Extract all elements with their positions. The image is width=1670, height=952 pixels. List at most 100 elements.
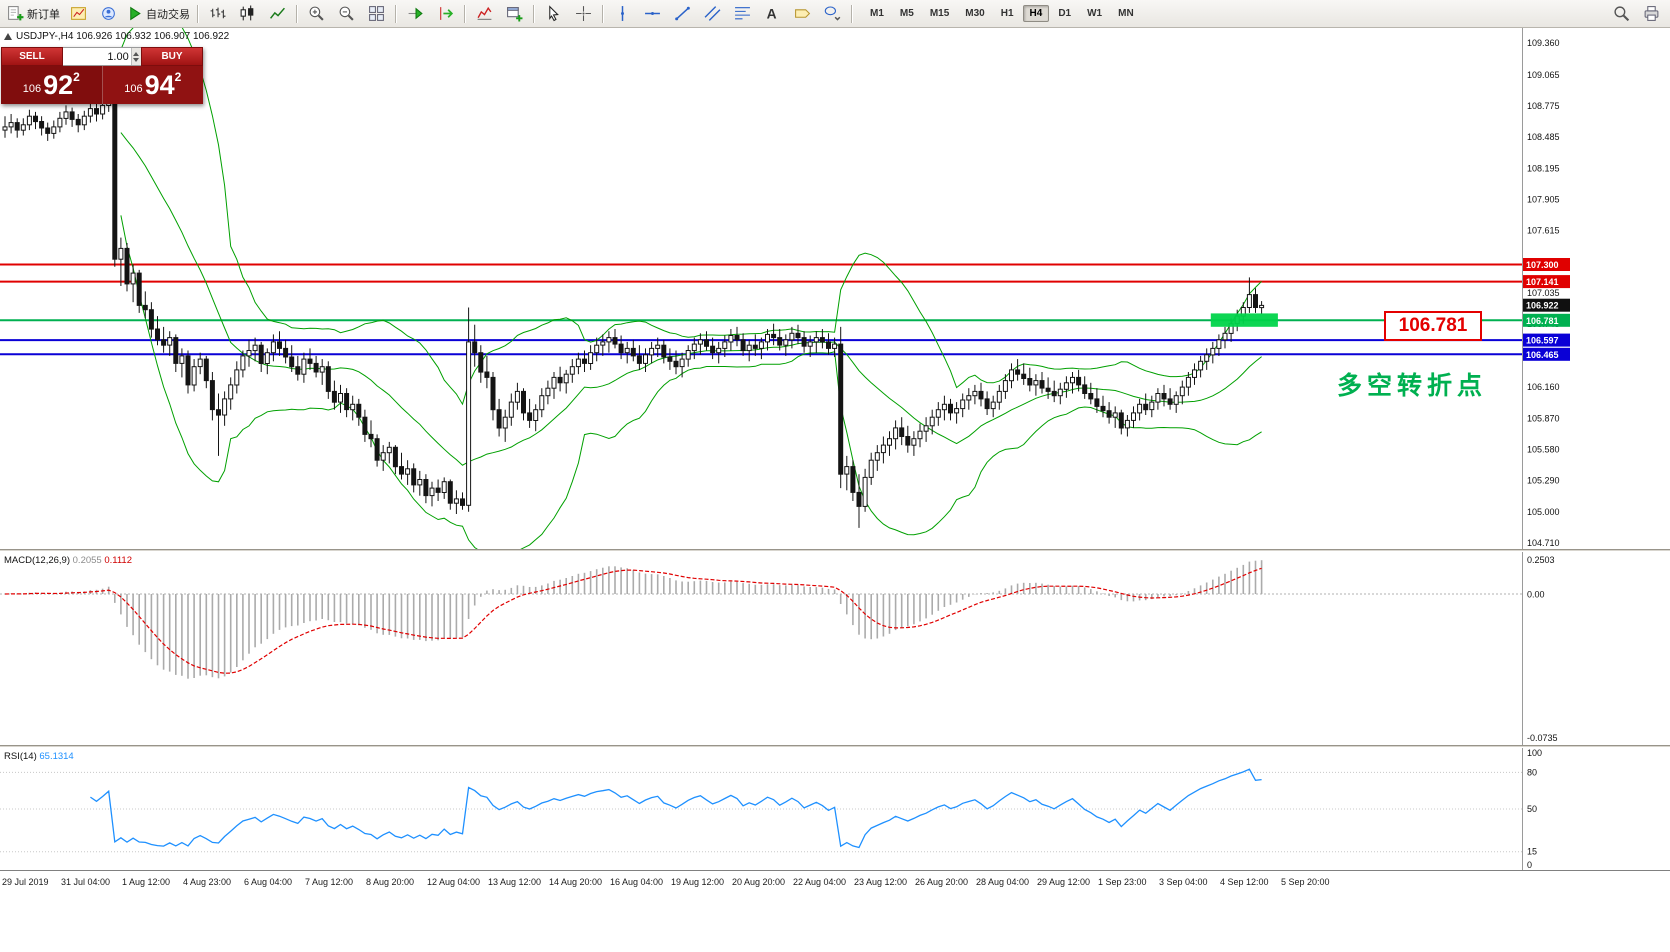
macd-panel[interactable]: 0.2503 0.00 -0.0735	[0, 552, 1670, 745]
volume-input[interactable]	[63, 50, 131, 63]
text-icon: A	[766, 5, 776, 21]
time-axis[interactable]: 29 Jul 2019 31 Jul 04:00 1 Aug 12:00 4 Aug …	[0, 870, 1670, 895]
volume-spinner[interactable]	[130, 48, 141, 65]
fibonacci-button[interactable]	[727, 2, 757, 26]
macd-scale-label: -0.0735	[1527, 733, 1558, 743]
time-axis-label: 1 Aug 12:00	[122, 877, 171, 887]
vertical-line-button[interactable]	[607, 2, 637, 26]
buy-button[interactable]: BUY	[141, 47, 203, 66]
rsi-scale-label: 80	[1527, 767, 1537, 777]
time-axis-label: 8 Aug 20:00	[366, 877, 415, 887]
macd-axis[interactable]: 0.2503 0.00 -0.0735	[1522, 552, 1558, 745]
trendline-button[interactable]	[667, 2, 697, 26]
toolbar: 新订单 自动交易 A M1 M5 M15 M30 H1 H4 D1 W1 MN	[0, 0, 1670, 28]
new-order-icon	[8, 6, 24, 21]
time-axis-label: 4 Aug 23:00	[183, 877, 232, 887]
timeframe-m15[interactable]: M15	[929, 8, 950, 19]
rsi-name: RSI(14)	[4, 751, 37, 762]
price-chart[interactable]: 109.360 109.065 108.775 108.485 108.195 107.9…	[0, 28, 1670, 549]
svg-text:107.141: 107.141	[1526, 277, 1559, 287]
add-window-icon	[506, 7, 522, 22]
print-icon	[1644, 6, 1658, 21]
candlestick-chart-button[interactable]	[232, 2, 262, 26]
time-axis-label: 13 Aug 12:00	[488, 877, 542, 887]
time-axis-label: 29 Jul 2019	[2, 877, 49, 887]
timeframe-d1[interactable]: D1	[1058, 8, 1072, 19]
price-tag-106.781: 106.781	[1523, 313, 1570, 327]
sell-button[interactable]: SELL	[1, 47, 63, 66]
current-price-tag: 106.922	[1523, 298, 1570, 312]
macd-label: MACD(12,26,9) 0.2055 0.1112	[4, 555, 132, 566]
rsi-scale-label: 0	[1527, 860, 1532, 870]
auto-scroll-button[interactable]	[400, 2, 430, 26]
vline-icon	[620, 6, 624, 21]
time-axis-label: 3 Sep 04:00	[1159, 877, 1208, 887]
volume-box	[63, 47, 141, 66]
time-axis-label: 1 Sep 23:00	[1098, 877, 1147, 887]
bar-chart-button[interactable]	[202, 2, 232, 26]
new-order-button[interactable]: 新订单	[4, 2, 63, 26]
tile-windows-button[interactable]	[361, 2, 391, 26]
auto-scroll-icon	[408, 7, 423, 20]
new-window-button[interactable]	[499, 2, 529, 26]
macd-histogram	[10, 560, 1263, 679]
price-tag-107.300: 107.300	[1523, 258, 1570, 271]
auto-trading-button[interactable]: 自动交易	[123, 2, 193, 26]
indicators-button[interactable]	[469, 2, 499, 26]
spinner-down-icon[interactable]	[133, 57, 140, 62]
auto-trading-button-label: 自动交易	[146, 8, 190, 21]
fibo-icon	[734, 7, 750, 20]
trendline-icon	[674, 6, 690, 21]
panel-divider[interactable]	[0, 745, 1670, 748]
rsi-scale-label: 15	[1527, 847, 1537, 857]
buy-price-pipette: 2	[174, 70, 182, 84]
price-axis[interactable]: 109.360 109.065 108.775 108.485 108.195 107.9…	[1522, 28, 1571, 549]
rsi-axis[interactable]: 100 80 50 15 0	[1522, 748, 1543, 870]
price-axis-label: 104.710	[1527, 538, 1560, 548]
buy-price-button[interactable]: 106 94 2	[102, 66, 203, 104]
zoom-out-button[interactable]	[331, 2, 361, 26]
cursor-button[interactable]	[538, 2, 568, 26]
bollinger-bands	[120, 28, 1262, 549]
text-button[interactable]: A	[757, 2, 787, 26]
text-label-button[interactable]	[787, 2, 817, 26]
timeframe-m5[interactable]: M5	[899, 8, 914, 19]
print-button[interactable]	[1636, 2, 1666, 26]
timeframe-mn[interactable]: MN	[1118, 8, 1134, 19]
timeframe-h4[interactable]: H4	[1022, 5, 1050, 22]
macd-scale-label: 0.2503	[1527, 555, 1555, 565]
timeframe-h1[interactable]: H1	[1000, 8, 1014, 19]
search-button[interactable]	[1606, 2, 1636, 26]
equidistant-channel-button[interactable]	[697, 2, 727, 26]
timeframe-m30[interactable]: M30	[965, 8, 985, 19]
time-axis-label: 20 Aug 20:00	[732, 877, 786, 887]
chart-shift-button[interactable]	[430, 2, 460, 26]
time-axis-label: 22 Aug 04:00	[793, 877, 847, 887]
timeframe-group: M1 M5 M15 M30 H1 H4 D1 W1 MN	[862, 5, 1142, 22]
price-axis-label: 105.870	[1527, 413, 1560, 423]
price-axis-label: 108.485	[1527, 132, 1560, 142]
crosshair-button[interactable]	[568, 2, 598, 26]
toolbar-separator	[851, 4, 852, 23]
profiles-button[interactable]	[93, 2, 123, 26]
sell-price-button[interactable]: 106 92 2	[1, 66, 103, 104]
new-chart-button[interactable]	[63, 2, 93, 26]
timeframe-w1[interactable]: W1	[1087, 8, 1103, 19]
chart-shift-icon	[439, 7, 453, 20]
rsi-panel[interactable]: 100 80 50 15 0	[0, 748, 1670, 870]
highlight-rectangle[interactable]	[1210, 313, 1278, 327]
macd-name: MACD(12,26,9)	[4, 555, 70, 566]
one-click-toggle-icon[interactable]	[4, 33, 12, 40]
price-axis-label: 106.160	[1527, 382, 1560, 392]
price-tag-106.465: 106.465	[1523, 347, 1570, 361]
rsi-label: RSI(14) 65.1314	[4, 751, 74, 762]
shapes-dropdown[interactable]	[817, 2, 847, 26]
horizontal-line-button[interactable]	[637, 2, 667, 26]
price-callout-box[interactable]: 106.781	[1384, 311, 1482, 341]
spinner-up-icon[interactable]	[133, 51, 140, 56]
line-chart-button[interactable]	[262, 2, 292, 26]
symbol-info: USDJPY-,H4 106.926 106.932 106.907 106.9…	[4, 31, 229, 42]
zoom-in-button[interactable]	[301, 2, 331, 26]
timeframe-m1[interactable]: M1	[870, 8, 884, 19]
panel-divider[interactable]	[0, 549, 1670, 552]
